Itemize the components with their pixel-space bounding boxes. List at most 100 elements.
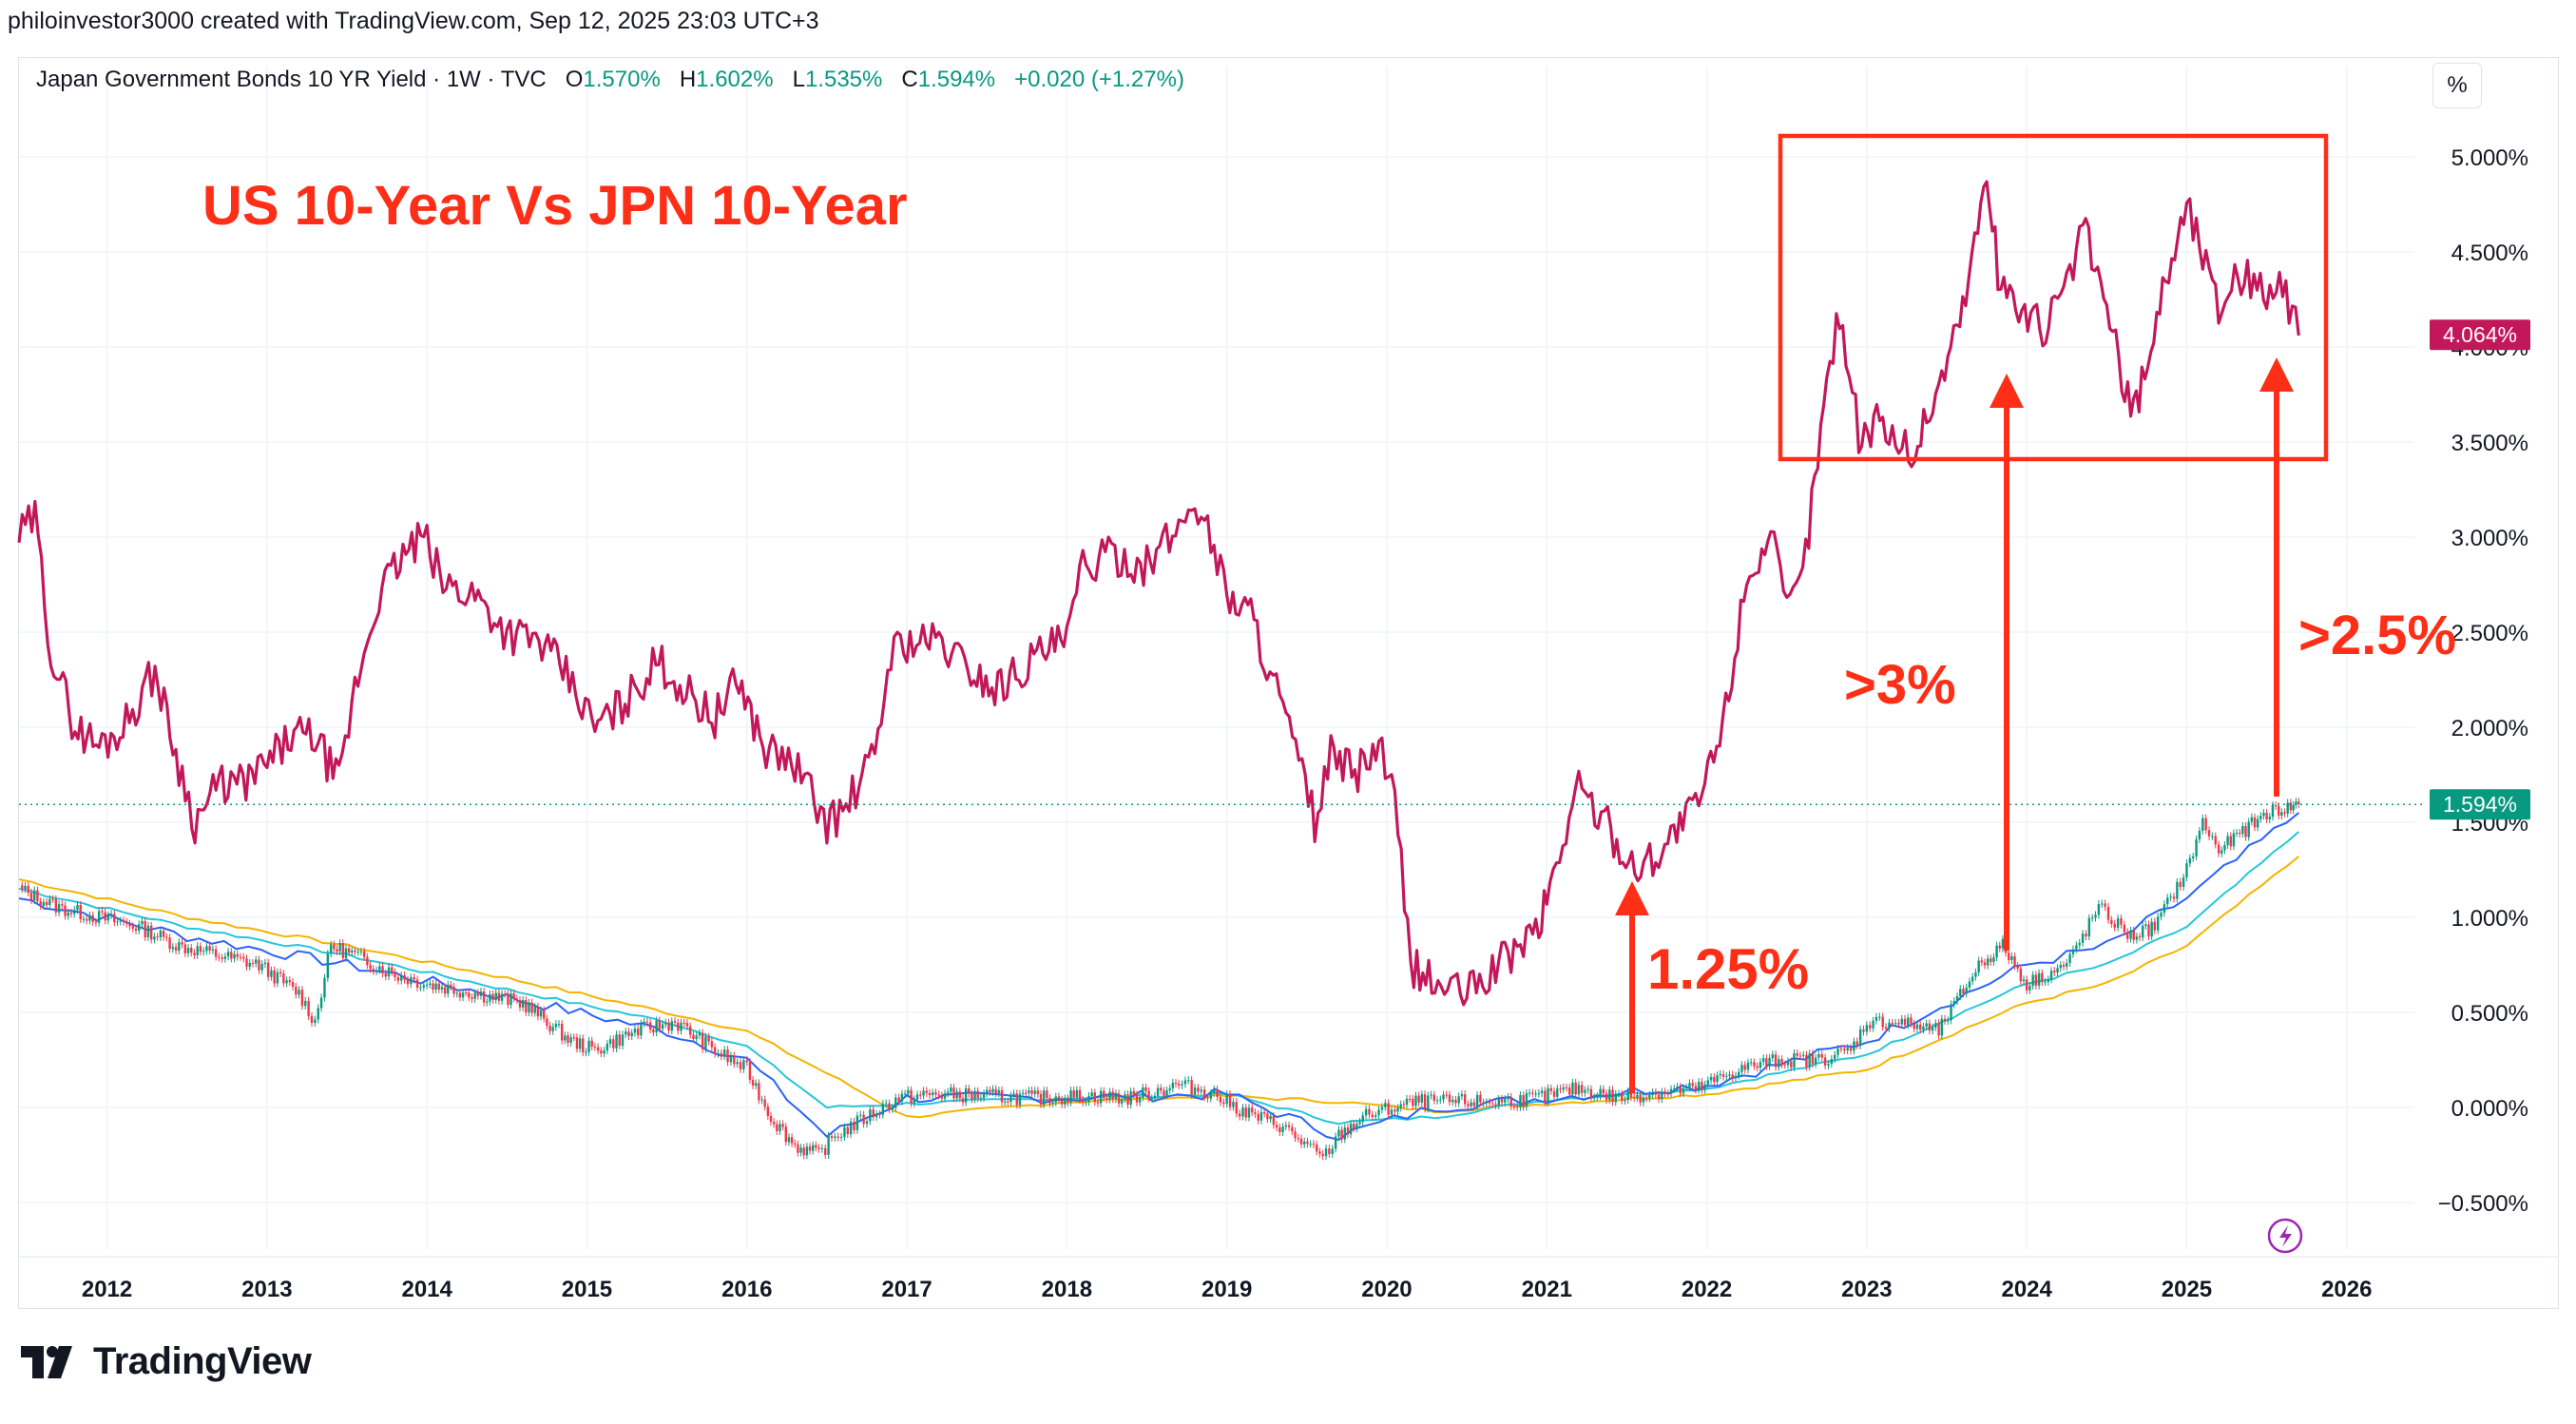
percent-scale-button[interactable]: % (2432, 63, 2482, 108)
jp10y-candle (1903, 1018, 1907, 1026)
jp10y-candle (1522, 1095, 1525, 1107)
jp10y-candle (1878, 1016, 1881, 1018)
jp10y-candle (1589, 1088, 1593, 1099)
jp10y-candle (1990, 958, 1992, 962)
jp10y-candle (569, 1037, 572, 1044)
symbol-name[interactable]: Japan Government Bonds 10 YR Yield · 1W … (36, 67, 547, 92)
jp10y-candle (1834, 1054, 1836, 1060)
jp10y-candle (1682, 1087, 1685, 1094)
jp10y-candle (1494, 1104, 1497, 1106)
x-tick-label: 2012 (82, 1277, 132, 1302)
jp10y-candle (673, 1021, 677, 1023)
jp10y-candle (1783, 1064, 1786, 1066)
jp10y-candle (2229, 836, 2232, 847)
jp10y-candle (606, 1044, 609, 1051)
high-value: 1.602% (696, 67, 774, 92)
jp10y-candle (57, 904, 61, 913)
jp10y-candle (1135, 1094, 1139, 1103)
jp10y-candle (1531, 1092, 1534, 1094)
jp10y-candle (560, 1024, 564, 1041)
jp10y-candle (805, 1146, 809, 1156)
jp10y-candle (1331, 1148, 1334, 1154)
jp10y-candle (1621, 1093, 1624, 1101)
jp10y-candle (338, 943, 341, 952)
jp10y-candle (298, 990, 300, 995)
jp10y-candle (1884, 1027, 1888, 1029)
jp10y-candle (1915, 1024, 1919, 1030)
jp10y-candle (1096, 1102, 1100, 1104)
jp10y-candle (1238, 1113, 1241, 1117)
jp10y-candle (1349, 1124, 1353, 1135)
jp10y-candle (211, 949, 215, 951)
jp10y-candle (1108, 1091, 1111, 1100)
jp10y-candle (1725, 1075, 1728, 1077)
jp10y-candle (872, 1109, 875, 1118)
jp10y-candle (1435, 1100, 1439, 1102)
jp10y-candle (925, 1090, 928, 1093)
jp10y-candle (1657, 1094, 1661, 1100)
jp10y-candle (1467, 1104, 1470, 1106)
symbol-legend[interactable]: Japan Government Bonds 10 YR Yield · 1W … (36, 67, 1184, 93)
jp10y-candle (1033, 1090, 1036, 1094)
jp10y-candle (1294, 1131, 1297, 1139)
jp10y-candle (2068, 953, 2071, 964)
jp10y-candle (1463, 1094, 1467, 1105)
jp10y-candle (486, 1001, 489, 1003)
jp10y-candle (2144, 924, 2147, 926)
jp10y-candle (1544, 1090, 1547, 1103)
jp10y-candle (910, 1089, 913, 1104)
jp10y-candle (1801, 1054, 1805, 1056)
lightning-icon[interactable] (2267, 1218, 2303, 1254)
jp10y-candle (422, 985, 425, 988)
jp10y-candle (790, 1137, 794, 1144)
jp10y-candle (1206, 1097, 1209, 1099)
jp10y-candle (1691, 1083, 1694, 1087)
jp10y-candle (1746, 1062, 1750, 1070)
jp10y-candle (1512, 1106, 1516, 1107)
jp10y-candle (307, 1000, 310, 1016)
jp10y-candle (695, 1035, 698, 1040)
chart-pane[interactable] (18, 57, 2559, 1309)
jp10y-candle (1998, 945, 2001, 949)
jp10y-candle (384, 972, 387, 977)
jp10y-candle (113, 914, 116, 923)
jp10y-candle (1900, 1018, 1903, 1025)
jp10y-candle (1559, 1088, 1562, 1090)
jp10y-candle (1439, 1099, 1442, 1101)
jp10y-candle (1321, 1153, 1324, 1157)
jp10y-candle (341, 943, 345, 958)
jp10y-candle (1858, 1029, 1862, 1046)
jp10y-candle (779, 1124, 781, 1131)
jp10y-candle (2220, 850, 2223, 854)
jp10y-candle (1925, 1023, 1928, 1027)
jp10y-candle (946, 1091, 950, 1094)
tradingview-logo[interactable]: TradingView (21, 1340, 312, 1383)
jp10y-candle (1054, 1096, 1057, 1103)
jp10y-candle (772, 1122, 776, 1125)
jp10y-candle (1701, 1082, 1703, 1090)
jp10y-candle (88, 914, 91, 921)
jp10y-candle (1716, 1075, 1719, 1083)
jp10y-candle (1910, 1017, 1913, 1024)
jp10y-candle (1639, 1094, 1642, 1103)
jp10y-candle (48, 898, 51, 906)
jp10y-candle (419, 987, 422, 989)
jp10y-candle (587, 1040, 590, 1052)
x-tick-label: 2020 (1361, 1277, 1412, 1302)
x-tick-label: 2015 (562, 1277, 612, 1302)
jp10y-candle (1706, 1080, 1710, 1085)
us10y-line[interactable] (17, 180, 2300, 1007)
jp10y-candle (2087, 917, 2091, 937)
jp10y-candle (1959, 989, 1962, 997)
jp10y-candle (434, 983, 437, 991)
jp10y-candle (964, 1087, 968, 1103)
annotation-title: US 10-Year Vs JPN 10-Year (202, 175, 908, 237)
jp10y-candle (567, 1035, 569, 1044)
jp10y-candle (1262, 1112, 1266, 1114)
jp10y-candle (625, 1031, 627, 1035)
jp10y-candle (1771, 1054, 1775, 1058)
jp10y-candle (982, 1093, 986, 1099)
jp10y-candle (859, 1114, 862, 1116)
jp10y-candle (2235, 832, 2239, 834)
